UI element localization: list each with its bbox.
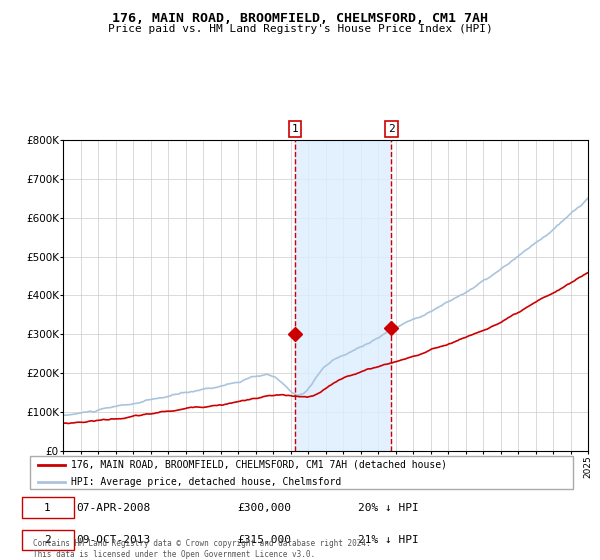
Text: 21% ↓ HPI: 21% ↓ HPI — [358, 535, 418, 545]
Text: Contains HM Land Registry data © Crown copyright and database right 2024.
This d: Contains HM Land Registry data © Crown c… — [33, 539, 371, 559]
Text: 2: 2 — [388, 124, 395, 134]
Text: 1: 1 — [292, 124, 299, 134]
Text: HPI: Average price, detached house, Chelmsford: HPI: Average price, detached house, Chel… — [71, 477, 341, 487]
Text: 176, MAIN ROAD, BROOMFIELD, CHELMSFORD, CM1 7AH: 176, MAIN ROAD, BROOMFIELD, CHELMSFORD, … — [112, 12, 488, 25]
Text: 2: 2 — [44, 535, 51, 545]
FancyBboxPatch shape — [30, 456, 573, 489]
Text: 1: 1 — [44, 503, 51, 512]
FancyBboxPatch shape — [22, 497, 74, 518]
Text: £315,000: £315,000 — [238, 535, 292, 545]
Text: 09-OCT-2013: 09-OCT-2013 — [76, 535, 151, 545]
Text: £300,000: £300,000 — [238, 503, 292, 512]
Text: 20% ↓ HPI: 20% ↓ HPI — [358, 503, 418, 512]
Text: 176, MAIN ROAD, BROOMFIELD, CHELMSFORD, CM1 7AH (detached house): 176, MAIN ROAD, BROOMFIELD, CHELMSFORD, … — [71, 460, 447, 470]
Bar — [295, 140, 391, 451]
Text: 07-APR-2008: 07-APR-2008 — [76, 503, 151, 512]
Text: Price paid vs. HM Land Registry's House Price Index (HPI): Price paid vs. HM Land Registry's House … — [107, 24, 493, 34]
FancyBboxPatch shape — [22, 530, 74, 550]
